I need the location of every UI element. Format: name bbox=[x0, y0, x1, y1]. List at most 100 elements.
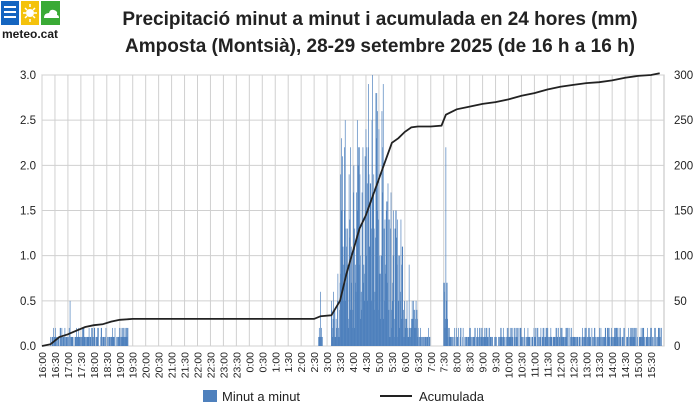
bar-minute bbox=[541, 336, 543, 346]
bar-minute bbox=[444, 327, 446, 346]
bar-minute bbox=[426, 336, 428, 346]
bar-minute bbox=[477, 336, 479, 346]
bar-minute bbox=[53, 327, 55, 346]
bar-minute bbox=[496, 336, 497, 346]
y-right-tick-label: 100 bbox=[674, 251, 693, 263]
bar-minute bbox=[566, 327, 568, 346]
y-left-tick-label: 2.0 bbox=[20, 160, 36, 172]
bar-minute bbox=[648, 336, 650, 346]
bar-minute bbox=[447, 318, 448, 346]
bar-minute bbox=[52, 336, 53, 346]
bar-minute bbox=[585, 327, 587, 346]
bar-minute bbox=[575, 336, 577, 346]
bar-minute bbox=[537, 327, 539, 346]
bar-minute bbox=[90, 336, 91, 346]
bar-minute bbox=[360, 291, 362, 346]
bar-minute bbox=[554, 336, 556, 346]
bar-minute bbox=[340, 174, 341, 346]
bar-minute bbox=[319, 336, 321, 346]
bar-minute bbox=[318, 336, 319, 346]
bar-minute bbox=[343, 264, 344, 346]
bar-minute bbox=[423, 336, 425, 346]
bar-minute bbox=[363, 273, 365, 346]
bar-minute bbox=[340, 273, 342, 346]
y-right-tick-label: 200 bbox=[674, 160, 693, 172]
bar-minute bbox=[351, 282, 353, 346]
bar-minute bbox=[481, 327, 483, 346]
bar-minute bbox=[588, 336, 590, 346]
bar-minute bbox=[498, 336, 500, 346]
bar-minute bbox=[521, 336, 523, 346]
bar-minute bbox=[594, 327, 595, 346]
bar-minute bbox=[72, 336, 74, 346]
bar-minute bbox=[422, 336, 424, 346]
bar-minute bbox=[405, 318, 407, 346]
bar-minute bbox=[481, 327, 483, 346]
bar-minute bbox=[124, 336, 126, 346]
x-tick-label: 1:30 bbox=[283, 352, 295, 373]
bar-minute bbox=[643, 327, 645, 346]
bar-minute bbox=[590, 336, 591, 346]
bar-minute bbox=[528, 336, 530, 346]
legend-swatch-minut bbox=[203, 390, 217, 402]
x-tick-label: 3:30 bbox=[335, 352, 347, 373]
bar-minute bbox=[539, 336, 540, 346]
bar-minute bbox=[486, 327, 488, 346]
bar-minute bbox=[356, 237, 358, 346]
bar-minute bbox=[366, 147, 367, 346]
bar-minute bbox=[379, 255, 380, 346]
bar-minute bbox=[529, 336, 531, 346]
bar-minute bbox=[613, 336, 615, 346]
bar-minute bbox=[357, 165, 359, 346]
bar-minute bbox=[571, 327, 572, 346]
bar-minute bbox=[385, 264, 386, 346]
bar-minute bbox=[333, 291, 334, 346]
bar-minute bbox=[70, 336, 71, 346]
bar-minute bbox=[490, 336, 492, 346]
bar-minute bbox=[450, 336, 451, 346]
bar-minute bbox=[376, 93, 378, 346]
bar-minute bbox=[612, 336, 613, 346]
bar-minute bbox=[452, 336, 453, 346]
bar-minute bbox=[460, 327, 461, 346]
bar-minute bbox=[529, 336, 531, 346]
bar-minute bbox=[556, 336, 557, 346]
x-tick-label: 14:00 bbox=[607, 352, 619, 378]
bar-minute bbox=[544, 336, 545, 346]
bar-minute bbox=[373, 174, 375, 346]
bar-minute bbox=[359, 174, 361, 346]
bar-minute bbox=[119, 336, 121, 346]
bar-minute bbox=[597, 336, 598, 346]
bar-minute bbox=[55, 327, 56, 346]
bar-minute bbox=[122, 336, 124, 346]
bar-minute bbox=[578, 336, 580, 346]
bar-minute bbox=[357, 210, 359, 346]
bar-minute bbox=[510, 336, 512, 346]
bar-minute bbox=[347, 264, 349, 346]
bar-minute bbox=[111, 336, 112, 346]
bar-minute bbox=[528, 336, 530, 346]
bar-minute bbox=[117, 336, 119, 346]
bar-minute bbox=[390, 336, 391, 346]
bar-minute bbox=[67, 336, 69, 346]
bar-minute bbox=[617, 327, 618, 346]
bar-minute bbox=[364, 300, 366, 346]
bar-minute bbox=[491, 336, 493, 346]
bar-minute bbox=[389, 219, 391, 346]
bar-minute bbox=[543, 336, 544, 346]
bar-minute bbox=[485, 327, 487, 346]
bar-minute bbox=[618, 327, 620, 346]
bar-minute bbox=[123, 327, 125, 346]
bar-minute bbox=[356, 192, 357, 346]
bar-minute bbox=[633, 327, 635, 346]
bar-minute bbox=[96, 336, 97, 346]
bar-minute bbox=[542, 327, 544, 346]
bar-minute bbox=[374, 291, 376, 346]
bar-minute bbox=[391, 327, 393, 346]
bar-minute bbox=[112, 336, 114, 346]
bar-minute bbox=[414, 309, 416, 346]
bar-minute bbox=[334, 309, 336, 346]
bar-minute bbox=[486, 336, 488, 346]
bar-minute bbox=[630, 336, 632, 346]
bar-minute bbox=[650, 327, 652, 346]
